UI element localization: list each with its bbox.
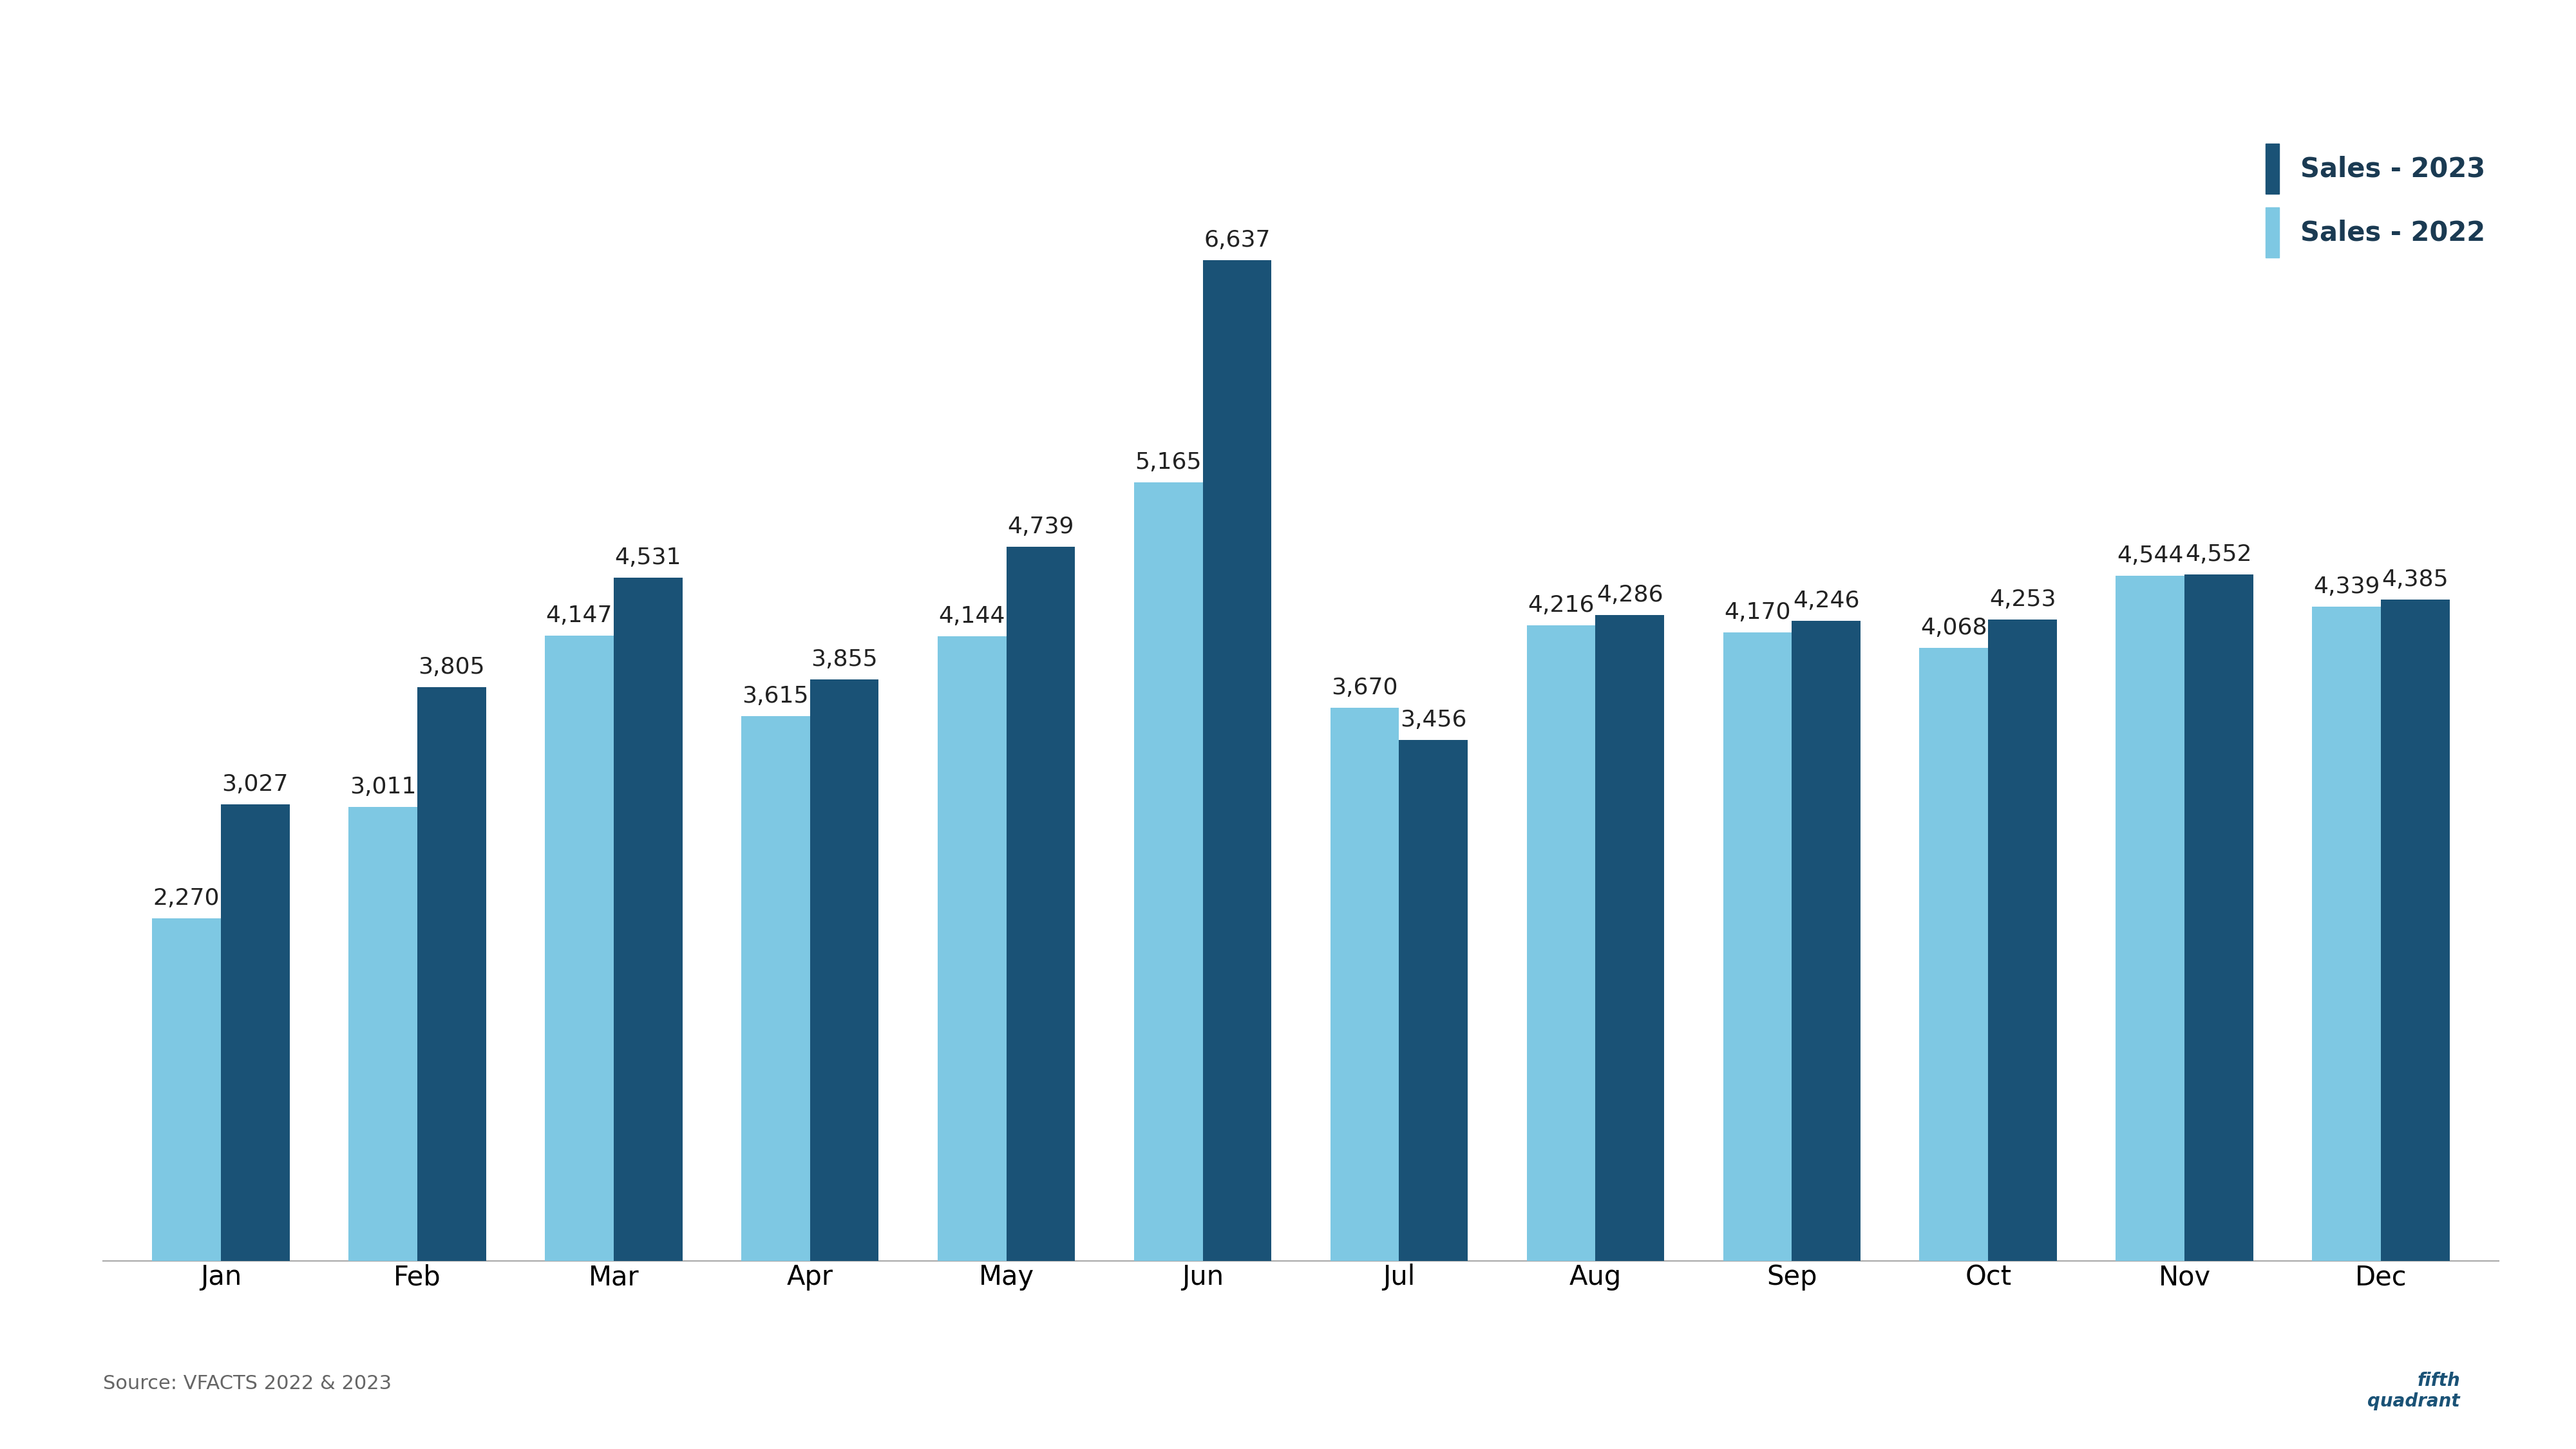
Text: 6,637: 6,637 — [1203, 229, 1270, 252]
Bar — [1007, 546, 1074, 1261]
Legend: Sales - 2023, Sales - 2022: Sales - 2023, Sales - 2022 — [2264, 143, 2486, 258]
Bar — [1329, 707, 1399, 1261]
Bar — [2313, 607, 2380, 1261]
Bar — [546, 636, 613, 1261]
Text: Source: VFACTS 2022 & 2023: Source: VFACTS 2022 & 2023 — [103, 1375, 392, 1392]
Bar — [1989, 620, 2056, 1261]
Text: 4,385: 4,385 — [2383, 569, 2450, 591]
Bar — [2380, 600, 2450, 1261]
Bar — [613, 578, 683, 1261]
Text: 4,552: 4,552 — [2184, 543, 2251, 565]
Text: Heavy Commercial Vehicles | MoM Comparison: Heavy Commercial Vehicles | MoM Comparis… — [31, 38, 1018, 77]
Bar — [1203, 261, 1273, 1261]
Text: 4,246: 4,246 — [1793, 590, 1860, 611]
Bar — [417, 687, 487, 1261]
Bar — [1793, 620, 1860, 1261]
Bar — [2115, 575, 2184, 1261]
Text: 4,144: 4,144 — [938, 606, 1005, 627]
Text: 2,270: 2,270 — [152, 888, 219, 910]
Text: 4,531: 4,531 — [616, 546, 680, 569]
Text: 3,670: 3,670 — [1332, 677, 1399, 698]
Bar — [1528, 626, 1595, 1261]
Text: 3,011: 3,011 — [350, 777, 417, 798]
Bar — [809, 680, 878, 1261]
Bar — [222, 804, 289, 1261]
Text: 4,147: 4,147 — [546, 604, 613, 626]
Bar — [1723, 632, 1793, 1261]
Text: 4,286: 4,286 — [1597, 584, 1664, 606]
Text: 4,170: 4,170 — [1723, 601, 1790, 623]
Text: 4,544: 4,544 — [2117, 545, 2184, 567]
Text: 3,805: 3,805 — [417, 656, 484, 678]
Text: 5,165: 5,165 — [1136, 451, 1200, 474]
Text: 3,615: 3,615 — [742, 685, 809, 707]
Bar — [1595, 614, 1664, 1261]
Text: 4,068: 4,068 — [1922, 617, 1986, 639]
Bar — [348, 807, 417, 1261]
Text: fifth
quadrant: fifth quadrant — [2367, 1372, 2460, 1410]
Text: 3,855: 3,855 — [811, 649, 878, 671]
Bar — [742, 716, 809, 1261]
Text: 3,456: 3,456 — [1401, 709, 1466, 730]
Bar — [938, 636, 1007, 1261]
Text: 3,027: 3,027 — [222, 774, 289, 796]
Bar — [2184, 575, 2254, 1261]
Text: 4,739: 4,739 — [1007, 516, 1074, 538]
Text: 4,216: 4,216 — [1528, 594, 1595, 616]
Text: 4,253: 4,253 — [1989, 588, 2056, 610]
Bar — [152, 919, 222, 1261]
Bar — [1399, 740, 1468, 1261]
Text: 4,339: 4,339 — [2313, 575, 2380, 598]
Bar — [1133, 483, 1203, 1261]
Bar — [1919, 648, 1989, 1261]
